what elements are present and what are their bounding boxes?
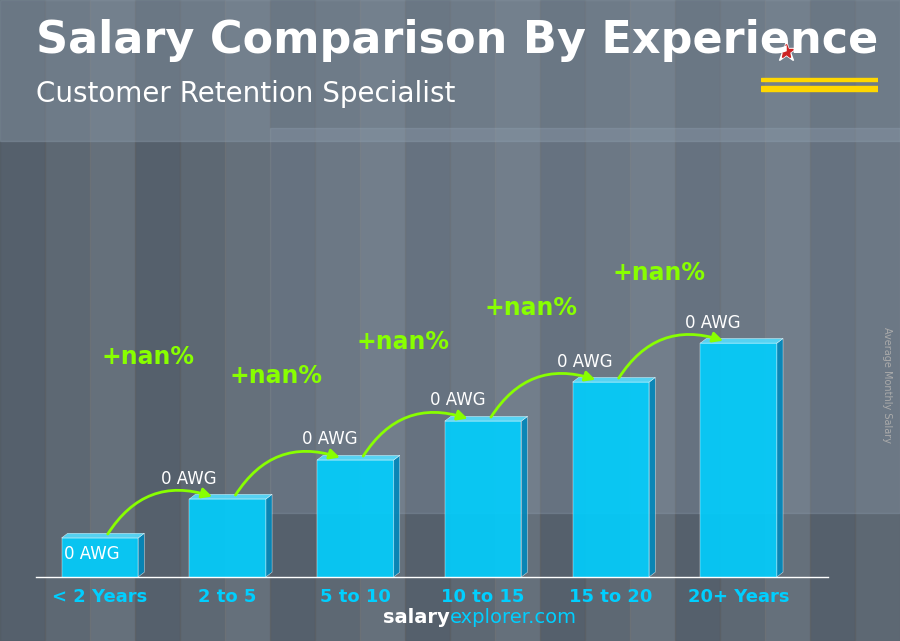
Bar: [270, 0, 315, 641]
Bar: [760, 78, 878, 81]
Text: Customer Retention Specialist: Customer Retention Specialist: [36, 80, 455, 108]
Text: salary: salary: [383, 608, 450, 627]
Bar: [450, 0, 495, 641]
Bar: [630, 0, 675, 641]
Bar: [135, 0, 180, 641]
Text: 0 AWG: 0 AWG: [429, 392, 485, 410]
Polygon shape: [572, 382, 649, 577]
Polygon shape: [393, 455, 400, 577]
Text: explorer.com: explorer.com: [450, 608, 577, 627]
Polygon shape: [317, 460, 393, 577]
Text: 0 AWG: 0 AWG: [161, 470, 217, 488]
Text: 0 AWG: 0 AWG: [557, 353, 613, 371]
Bar: [405, 0, 450, 641]
Polygon shape: [266, 494, 272, 577]
Text: +nan%: +nan%: [229, 364, 322, 388]
Text: 0 AWG: 0 AWG: [685, 314, 741, 332]
Polygon shape: [572, 378, 655, 382]
Polygon shape: [777, 338, 783, 577]
Polygon shape: [445, 421, 521, 577]
Polygon shape: [521, 417, 527, 577]
Polygon shape: [189, 494, 272, 499]
Polygon shape: [445, 417, 527, 421]
Bar: [315, 0, 360, 641]
Text: +nan%: +nan%: [102, 345, 194, 369]
Bar: [495, 0, 540, 641]
Text: 0 AWG: 0 AWG: [302, 430, 357, 448]
Polygon shape: [700, 338, 783, 343]
Bar: [765, 0, 810, 641]
Bar: [270, 128, 900, 513]
Text: +nan%: +nan%: [612, 262, 706, 285]
Bar: [360, 0, 405, 641]
Bar: [45, 0, 90, 641]
Text: +nan%: +nan%: [356, 330, 450, 354]
Polygon shape: [61, 538, 139, 577]
Bar: [225, 0, 270, 641]
Bar: [720, 0, 765, 641]
Bar: [180, 0, 225, 641]
Bar: [760, 86, 878, 91]
Polygon shape: [700, 343, 777, 577]
Polygon shape: [649, 378, 655, 577]
Text: +nan%: +nan%: [484, 296, 578, 320]
Bar: [90, 0, 135, 641]
Bar: [585, 0, 630, 641]
Bar: [0, 0, 900, 141]
Polygon shape: [189, 499, 266, 577]
Bar: [0, 0, 45, 641]
Text: 0 AWG: 0 AWG: [64, 544, 120, 563]
Text: Average Monthly Salary: Average Monthly Salary: [881, 327, 892, 442]
Polygon shape: [317, 455, 400, 460]
Bar: [540, 0, 585, 641]
Bar: [810, 0, 855, 641]
Polygon shape: [139, 533, 144, 577]
Bar: [675, 0, 720, 641]
Polygon shape: [61, 533, 144, 538]
Text: Salary Comparison By Experience: Salary Comparison By Experience: [36, 19, 878, 62]
Bar: [855, 0, 900, 641]
